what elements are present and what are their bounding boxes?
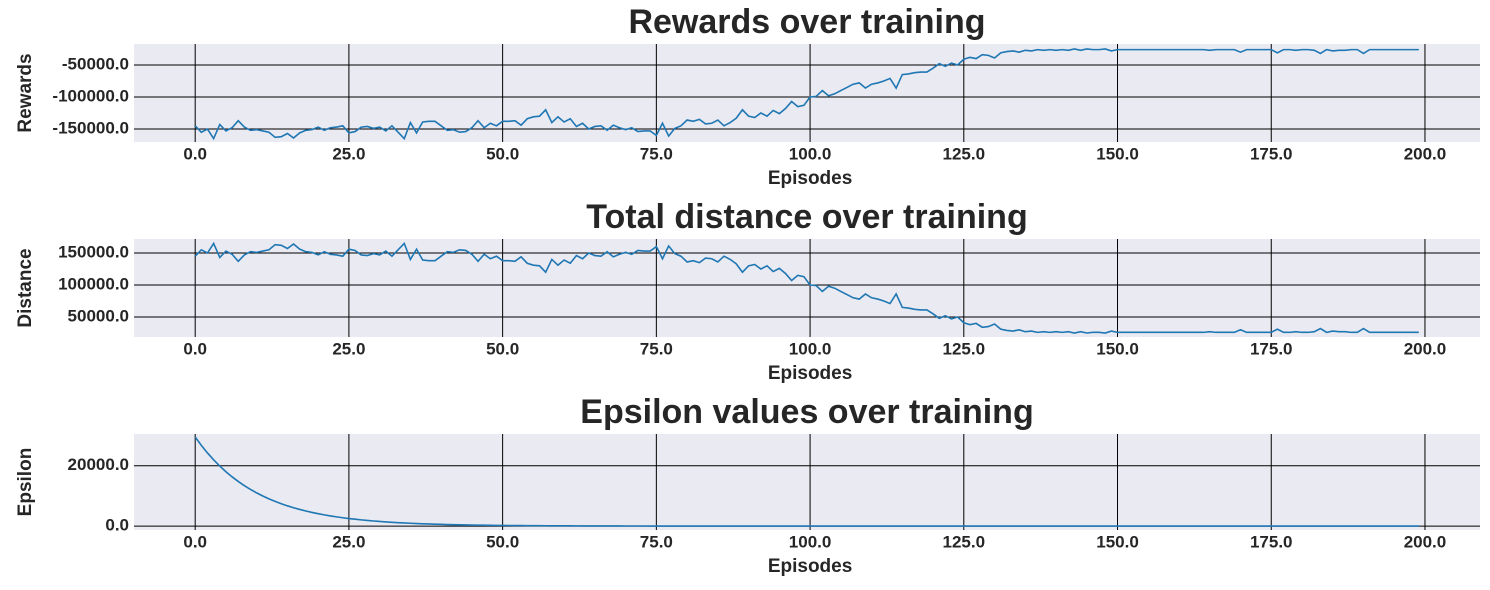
- plot-area: [134, 434, 1480, 530]
- x-tick-label: 100.0: [789, 532, 832, 551]
- x-axis-label: Episodes: [768, 168, 852, 189]
- y-tick-label: -50000.0: [62, 54, 129, 73]
- y-tick-label: 100000.0: [58, 274, 129, 293]
- x-tick-label: 175.0: [1250, 339, 1293, 358]
- x-tick-label: 75.0: [640, 532, 673, 551]
- x-tick-label: 200.0: [1404, 144, 1447, 163]
- x-axis-label: Episodes: [768, 363, 852, 384]
- x-tick-label: 25.0: [332, 144, 365, 163]
- x-tick-label: 175.0: [1250, 532, 1293, 551]
- x-tick-label: 125.0: [943, 532, 986, 551]
- y-axis-label: Distance: [15, 248, 36, 327]
- data-line: [194, 48, 1419, 141]
- chart-title: Epsilon values over training: [580, 393, 1033, 431]
- x-tick-label: 0.0: [183, 144, 207, 163]
- data-line: [194, 241, 1419, 334]
- x-tick-label: 0.0: [183, 532, 207, 551]
- y-tick-label: 20000.0: [68, 455, 129, 474]
- x-tick-label: 75.0: [640, 144, 673, 163]
- x-tick-label: 150.0: [1096, 144, 1139, 163]
- data-line: [194, 436, 1419, 527]
- x-tick-label: 25.0: [332, 339, 365, 358]
- x-tick-label: 75.0: [640, 339, 673, 358]
- plot-area: [134, 44, 1480, 142]
- x-axis-label: Episodes: [768, 556, 852, 577]
- y-tick-label: 0.0: [105, 516, 129, 535]
- chart-title: Rewards over training: [628, 3, 985, 41]
- x-tick-label: 150.0: [1096, 339, 1139, 358]
- plot-area: [134, 239, 1480, 337]
- x-tick-label: 50.0: [486, 144, 519, 163]
- y-tick-label: 150000.0: [58, 242, 129, 261]
- x-tick-label: 50.0: [486, 339, 519, 358]
- x-tick-label: 200.0: [1404, 532, 1447, 551]
- y-tick-label: -150000.0: [52, 118, 129, 137]
- y-axis-label: Epsilon: [15, 448, 36, 517]
- x-tick-label: 125.0: [943, 339, 986, 358]
- y-tick-label: 50000.0: [68, 306, 129, 325]
- x-tick-label: 125.0: [943, 144, 986, 163]
- x-tick-label: 175.0: [1250, 144, 1293, 163]
- chart-title: Total distance over training: [586, 198, 1027, 236]
- x-tick-label: 0.0: [183, 339, 207, 358]
- y-axis-label: Rewards: [15, 53, 36, 132]
- x-tick-label: 50.0: [486, 532, 519, 551]
- x-tick-label: 200.0: [1404, 339, 1447, 358]
- x-tick-label: 100.0: [789, 339, 832, 358]
- x-tick-label: 25.0: [332, 532, 365, 551]
- y-tick-label: -100000.0: [52, 86, 129, 105]
- x-tick-label: 150.0: [1096, 532, 1139, 551]
- x-tick-label: 100.0: [789, 144, 832, 163]
